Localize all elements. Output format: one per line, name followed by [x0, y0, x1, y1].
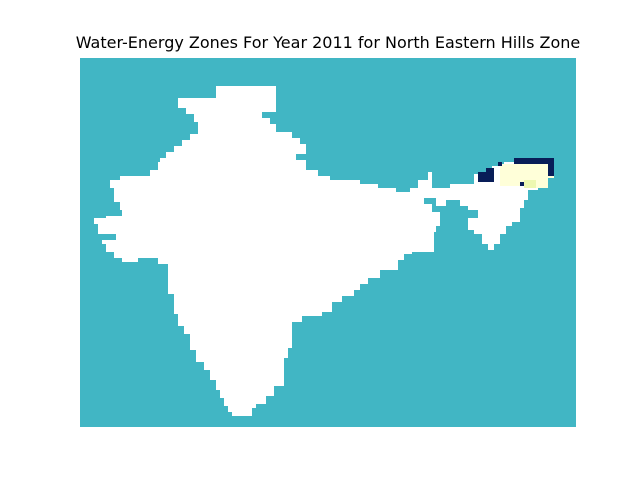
ne-zone-cell-dark [548, 162, 554, 176]
map-title: Water-Energy Zones For Year 2011 for Nor… [75, 33, 581, 52]
north-eastern-hills-zone [478, 158, 554, 188]
map-plot-area [80, 58, 576, 427]
ne-zone-cell-dark [520, 182, 524, 186]
ne-zone-cell-mid [524, 180, 536, 188]
india-mainland [94, 86, 440, 416]
ne-zone-cell-dark [498, 162, 502, 166]
ne-zone-cell-dark [478, 172, 494, 182]
map-svg [80, 58, 576, 427]
ne-zone-cell-dark [486, 168, 494, 176]
ne-zone-cell-dark [514, 158, 554, 164]
